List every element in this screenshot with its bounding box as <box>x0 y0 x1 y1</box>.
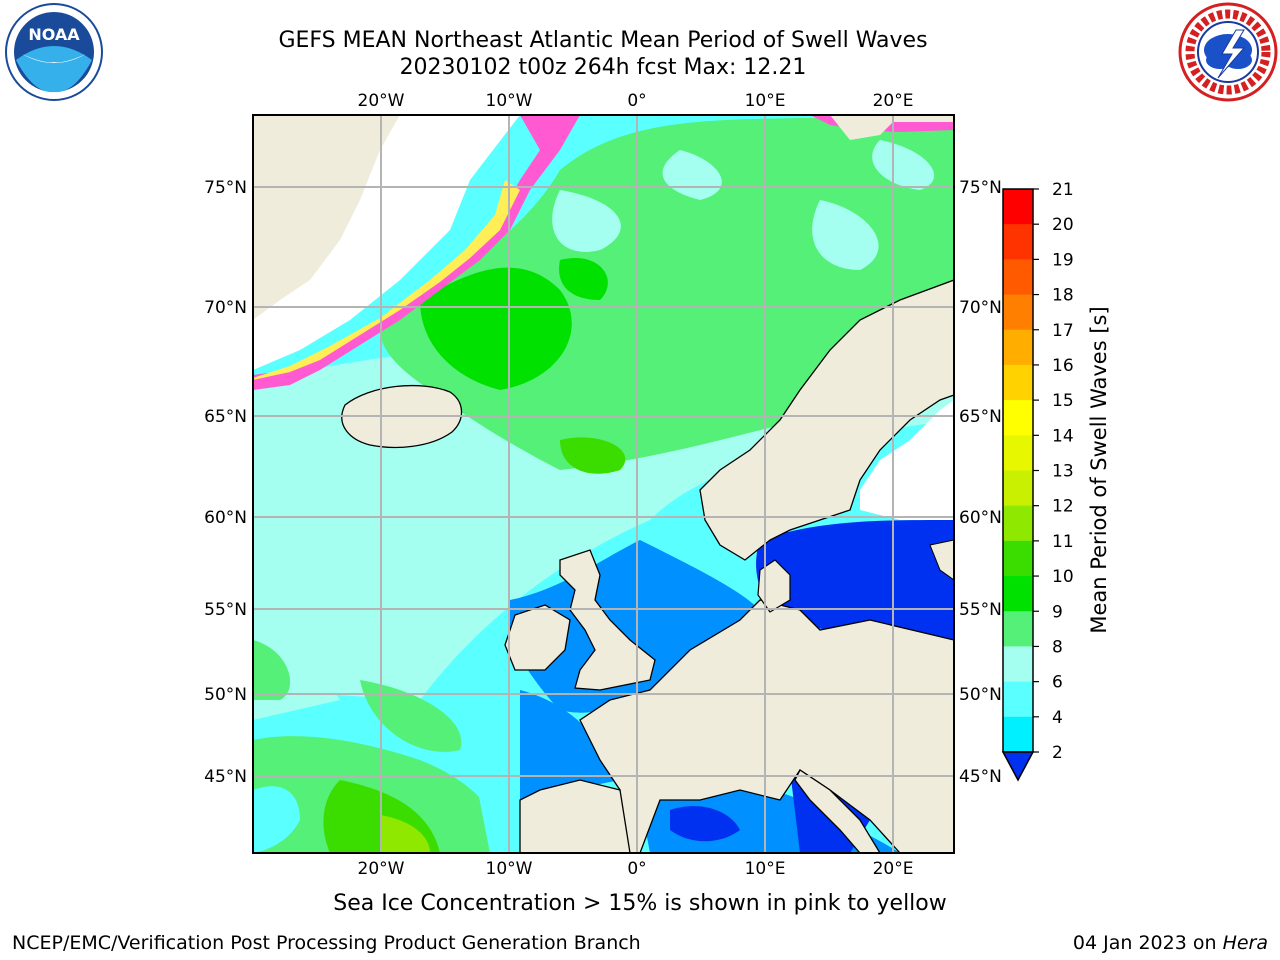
map-gridlines <box>253 115 954 853</box>
colorbar-segment <box>1003 189 1033 225</box>
iberia <box>519 779 631 853</box>
colorbar-tick-label: 11 <box>1052 532 1074 552</box>
italy <box>794 769 881 853</box>
colorbar-segment <box>1003 294 1033 331</box>
colorbar-segment <box>1003 505 1033 542</box>
lon-label-top: 0° <box>627 91 646 111</box>
noaa-logo-icon: NOAA <box>5 3 103 101</box>
colorbar-tick-label: 15 <box>1052 391 1074 411</box>
colorbar-tick-label: 16 <box>1052 356 1074 376</box>
colorbar-segment <box>1003 259 1033 296</box>
colorbar-extend-arrow <box>1001 751 1035 782</box>
colorbar-tick-label: 13 <box>1052 462 1074 482</box>
colorbar-tick-label: 6 <box>1052 673 1063 693</box>
colorbar-segment <box>1003 400 1033 436</box>
lat-label-right: 70°N <box>959 298 1002 318</box>
lat-label-left: 45°N <box>204 767 247 787</box>
continental-europe <box>579 599 954 853</box>
colorbar-label: Mean Period of Swell Waves [s] <box>1087 306 1111 633</box>
lat-label-left: 55°N <box>204 600 247 620</box>
lat-label-right: 45°N <box>959 767 1002 787</box>
lat-label-right: 75°N <box>959 178 1002 198</box>
lon-label-bottom: 10°W <box>486 859 533 879</box>
colorbar-tick-label: 14 <box>1052 426 1074 446</box>
colorbar-segment <box>1003 224 1033 260</box>
colorbar-segment <box>1003 364 1033 401</box>
lon-label-bottom: 10°E <box>745 859 786 879</box>
colorbar-tick-label: 12 <box>1052 497 1074 517</box>
colorbar-tick-label: 19 <box>1052 250 1074 270</box>
footer-credit: NCEP/EMC/Verification Post Processing Pr… <box>12 932 641 954</box>
nws-logo-icon <box>1178 2 1278 102</box>
colorbar-segment <box>1003 716 1033 753</box>
colorbar-tick-label: 2 <box>1052 743 1063 763</box>
chart-subtitle: 20230102 t00z 264h fcst Max: 12.21 <box>399 55 807 80</box>
lon-label-bottom: 20°W <box>358 859 405 879</box>
chart-title: GEFS MEAN Northeast Atlantic Mean Period… <box>278 28 928 53</box>
lat-label-right: 60°N <box>959 508 1002 528</box>
footer-host: Hera <box>1222 932 1268 954</box>
sea-ice-pink <box>253 115 580 390</box>
lat-label-right: 65°N <box>959 407 1002 427</box>
lat-label-left: 50°N <box>204 685 247 705</box>
colorbar-tick-label: 10 <box>1052 567 1074 587</box>
colorbar-segment <box>1003 576 1033 612</box>
greenland-land <box>253 115 400 320</box>
map-frame <box>252 114 955 854</box>
lat-label-left: 75°N <box>204 178 247 198</box>
lon-label-bottom: 20°E <box>873 859 914 879</box>
noaa-logo-text: NOAA <box>28 25 80 44</box>
colorbar-segment <box>1003 435 1033 471</box>
colorbar-tick-label: 17 <box>1052 321 1074 341</box>
lat-label-left: 60°N <box>204 508 247 528</box>
lon-label-top: 20°W <box>358 91 405 111</box>
lon-label-bottom: 0° <box>627 859 646 879</box>
footer-date: 04 Jan 2023 on <box>1072 932 1223 954</box>
colorbar-tick-label: 4 <box>1052 708 1063 728</box>
lat-label-right: 55°N <box>959 600 1002 620</box>
colorbar-segment <box>1003 611 1033 647</box>
lat-label-right: 50°N <box>959 685 1002 705</box>
colorbar-tick-label: 21 <box>1052 180 1074 200</box>
lon-label-top: 20°E <box>873 91 914 111</box>
great-britain <box>559 549 656 691</box>
scandinavia <box>699 279 954 561</box>
sea-ice-caption: Sea Ice Concentration > 15% is shown in … <box>333 891 947 916</box>
colorbar-tick-label: 20 <box>1052 215 1074 235</box>
lat-label-left: 65°N <box>204 407 247 427</box>
lon-label-top: 10°E <box>745 91 786 111</box>
colorbar-tick-label: 9 <box>1052 602 1063 622</box>
colorbar-segment <box>1003 470 1033 507</box>
colorbar-segment <box>1003 540 1033 577</box>
colorbar-segment <box>1003 681 1033 718</box>
colorbar-tick-label: 18 <box>1052 286 1074 306</box>
swell-band-10-11 <box>420 267 572 390</box>
colorbar-segment <box>1003 329 1033 366</box>
colorbar-segment <box>1003 646 1033 683</box>
ireland <box>504 604 571 671</box>
lat-label-left: 70°N <box>204 298 247 318</box>
footer-timestamp: 04 Jan 2023 on Hera <box>1060 932 1268 954</box>
lon-label-top: 10°W <box>486 91 533 111</box>
colorbar-tick-label: 8 <box>1052 637 1063 657</box>
colorbar <box>1001 188 1035 782</box>
gulf-of-bothnia-ice <box>860 400 954 520</box>
